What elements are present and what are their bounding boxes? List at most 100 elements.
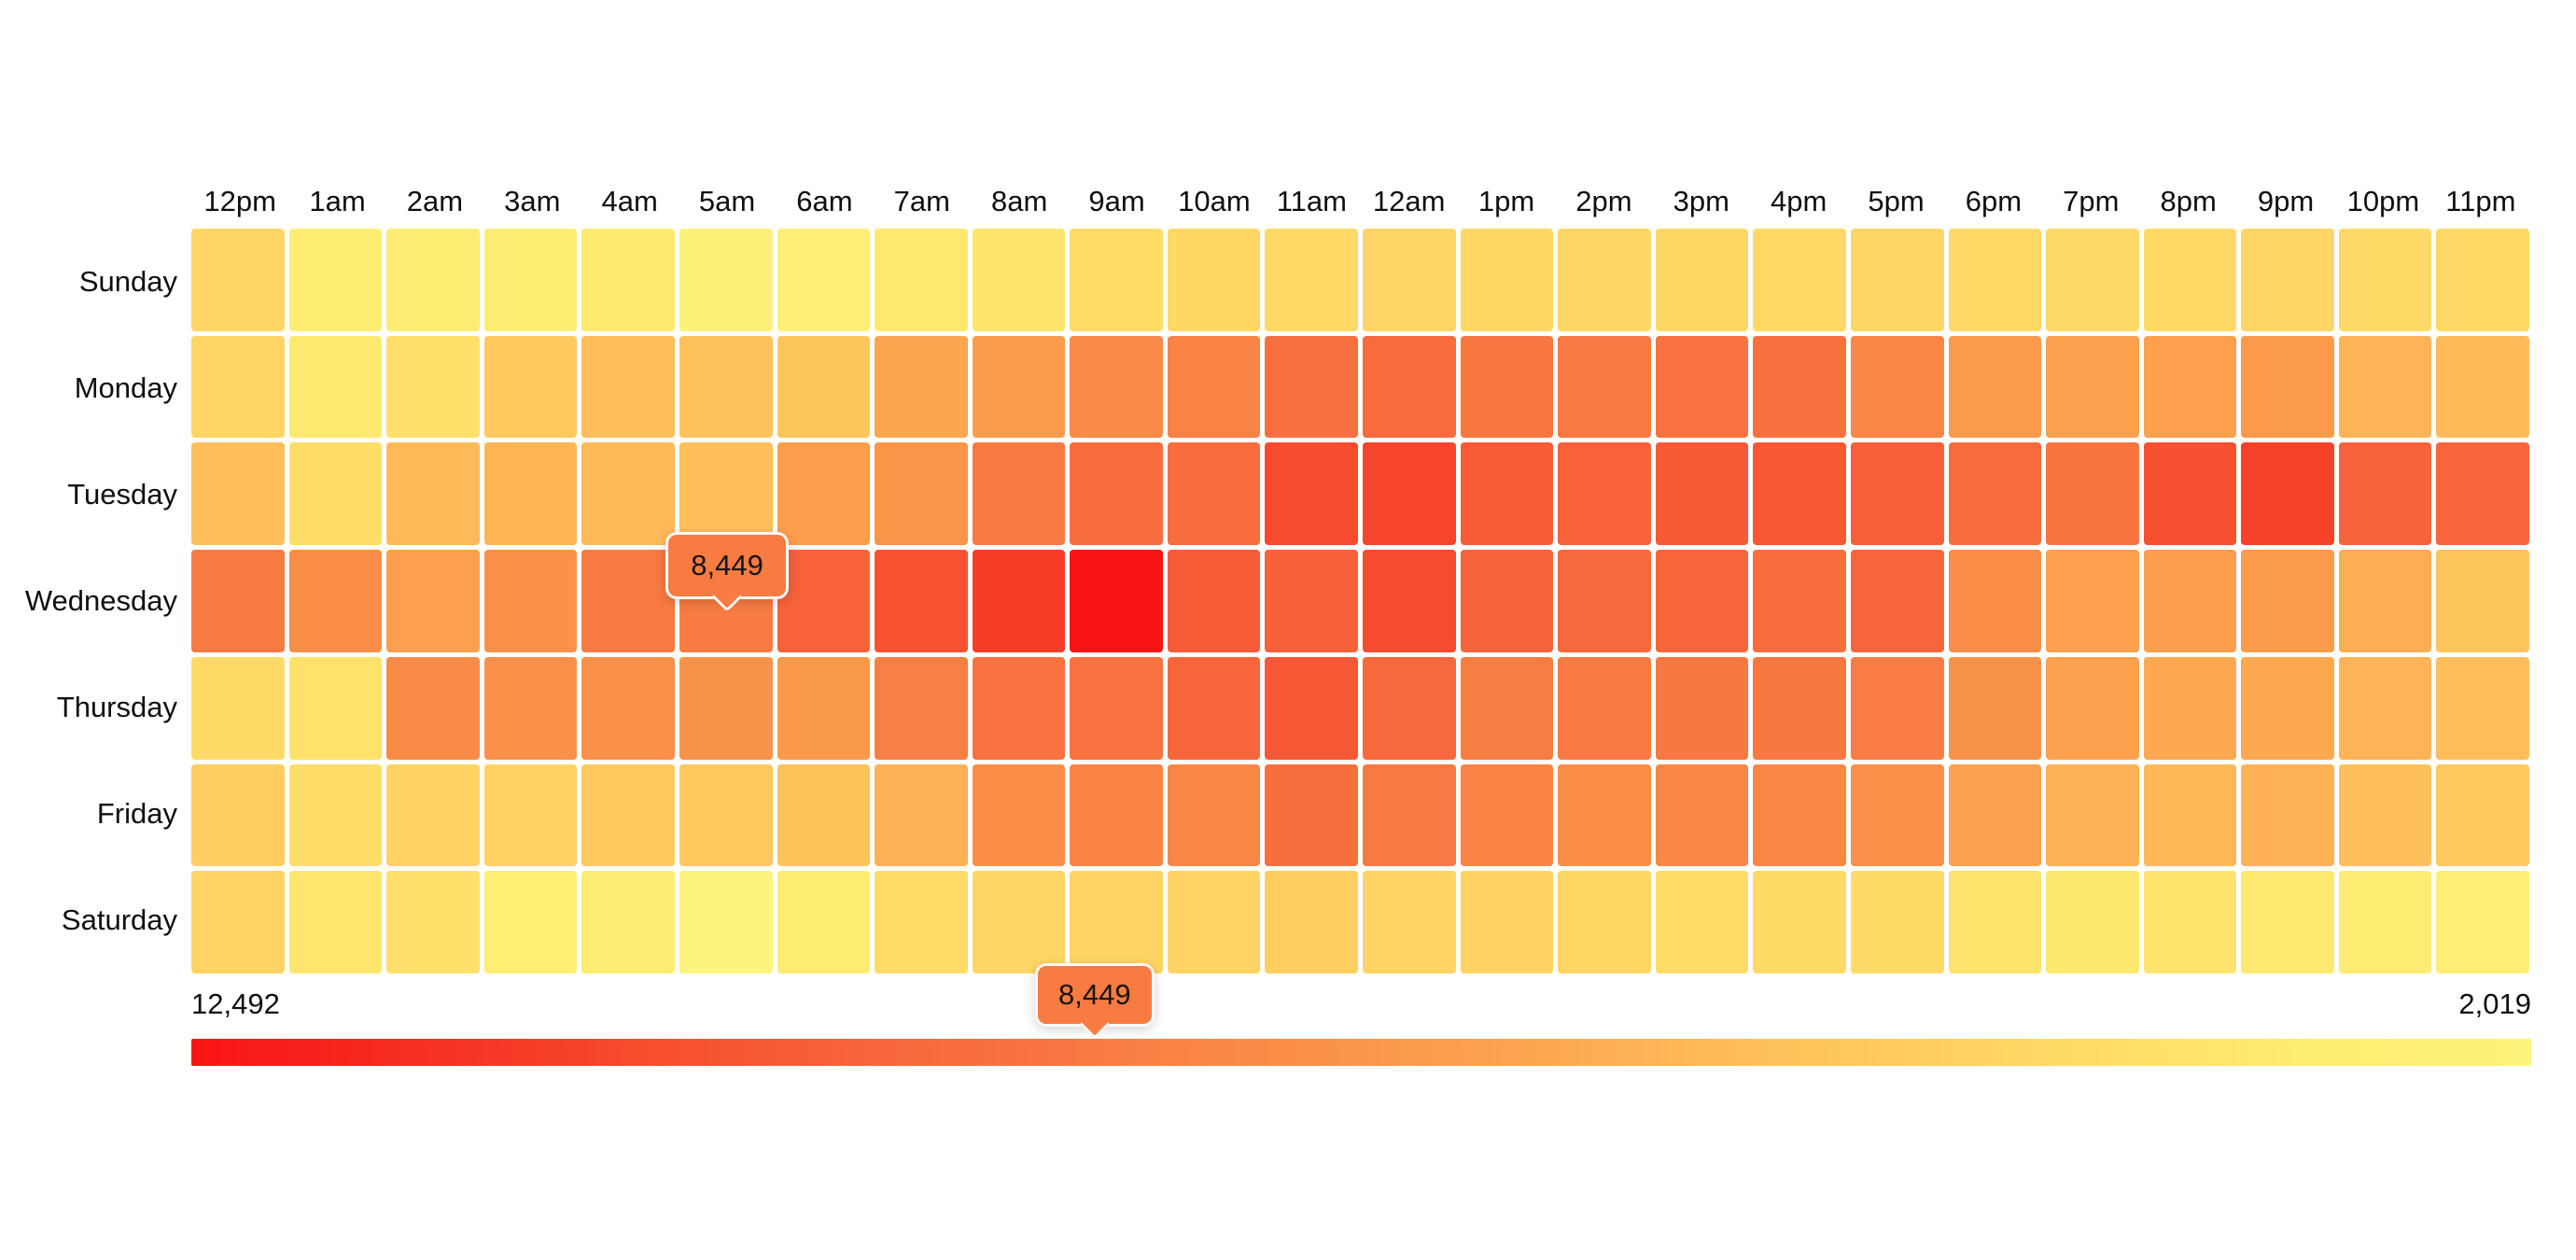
heatmap-cell[interactable]: [1655, 656, 1749, 760]
heatmap-cell[interactable]: [1363, 229, 1456, 331]
heatmap-cell[interactable]: [2241, 871, 2334, 973]
heatmap-cell[interactable]: [2338, 763, 2432, 867]
heatmap-cell[interactable]: [581, 656, 675, 760]
heatmap-cell[interactable]: [1558, 442, 1651, 546]
heatmap-cell[interactable]: [2143, 550, 2237, 652]
heatmap-cell[interactable]: [1753, 550, 1846, 652]
heatmap-cell[interactable]: [1070, 229, 1163, 331]
heatmap-cell[interactable]: [191, 442, 285, 546]
heatmap-cell[interactable]: [483, 229, 578, 331]
heatmap-cell[interactable]: [1850, 763, 1944, 867]
heatmap-cell[interactable]: [1265, 335, 1358, 439]
heatmap-cell[interactable]: [2436, 229, 2529, 331]
heatmap-cell[interactable]: [483, 442, 578, 546]
heatmap-cell[interactable]: [875, 335, 968, 439]
heatmap-cell[interactable]: [1070, 656, 1163, 760]
heatmap-cell[interactable]: [972, 871, 1066, 973]
heatmap-cell[interactable]: [1655, 335, 1749, 439]
heatmap-cell[interactable]: [2046, 442, 2139, 546]
heatmap-cell[interactable]: [483, 550, 578, 652]
heatmap-cell[interactable]: [581, 335, 675, 439]
heatmap-cell[interactable]: [191, 550, 285, 652]
heatmap-cell[interactable]: [581, 871, 675, 973]
heatmap-cell[interactable]: [875, 550, 968, 652]
heatmap-cell[interactable]: [2046, 871, 2139, 973]
heatmap-cell[interactable]: [972, 656, 1066, 760]
heatmap-cell[interactable]: [1558, 229, 1651, 331]
heatmap-cell[interactable]: [1265, 442, 1358, 546]
heatmap-cell[interactable]: [2338, 550, 2432, 652]
heatmap-cell[interactable]: [1460, 656, 1554, 760]
heatmap-cell[interactable]: [288, 656, 383, 760]
heatmap-cell[interactable]: [1363, 335, 1456, 439]
heatmap-cell[interactable]: [1363, 871, 1456, 973]
heatmap-cell[interactable]: [2143, 335, 2237, 439]
heatmap-cell[interactable]: [1363, 442, 1456, 546]
heatmap-cell[interactable]: [1070, 550, 1163, 652]
heatmap-cell[interactable]: [2143, 763, 2237, 867]
heatmap-cell[interactable]: [386, 335, 480, 439]
heatmap-cell[interactable]: [679, 335, 773, 439]
heatmap-cell[interactable]: [1265, 550, 1358, 652]
heatmap-cell[interactable]: [1655, 550, 1749, 652]
heatmap-cell[interactable]: [679, 763, 773, 867]
heatmap-cell[interactable]: [483, 656, 578, 760]
heatmap-cell[interactable]: [1850, 550, 1944, 652]
heatmap-cell[interactable]: [1753, 763, 1846, 867]
heatmap-cell[interactable]: [483, 763, 578, 867]
heatmap-cell[interactable]: [777, 550, 871, 652]
heatmap-cell[interactable]: [288, 442, 383, 546]
heatmap-cell[interactable]: [1655, 871, 1749, 973]
legend-gradient-bar[interactable]: [191, 1039, 2531, 1066]
heatmap-cell[interactable]: [679, 656, 773, 760]
heatmap-cell[interactable]: [875, 763, 968, 867]
heatmap-cell[interactable]: [581, 442, 675, 546]
heatmap-cell[interactable]: [1558, 550, 1651, 652]
heatmap-cell[interactable]: [1948, 550, 2042, 652]
heatmap-cell[interactable]: [1948, 335, 2042, 439]
heatmap-cell[interactable]: [386, 763, 480, 867]
heatmap-cell[interactable]: [288, 335, 383, 439]
heatmap-cell[interactable]: [386, 656, 480, 760]
heatmap-cell[interactable]: [2143, 229, 2237, 331]
heatmap-cell[interactable]: [972, 550, 1066, 652]
heatmap-cell[interactable]: [1558, 656, 1651, 760]
heatmap-cell[interactable]: [1070, 763, 1163, 867]
heatmap-cell[interactable]: [972, 442, 1066, 546]
heatmap-cell[interactable]: [1558, 871, 1651, 973]
heatmap-cell[interactable]: [483, 335, 578, 439]
heatmap-cell[interactable]: [1363, 656, 1456, 760]
heatmap-cell[interactable]: [2046, 229, 2139, 331]
heatmap-cell[interactable]: [2143, 871, 2237, 973]
heatmap-cell[interactable]: [875, 229, 968, 331]
heatmap-cell[interactable]: [1850, 442, 1944, 546]
heatmap-cell[interactable]: [1850, 871, 1944, 973]
heatmap-cell[interactable]: [2241, 335, 2334, 439]
heatmap-cell[interactable]: [1655, 442, 1749, 546]
heatmap-cell[interactable]: [1948, 763, 2042, 867]
heatmap-cell[interactable]: [288, 763, 383, 867]
heatmap-cell[interactable]: [1850, 229, 1944, 331]
heatmap-cell[interactable]: [1753, 871, 1846, 973]
heatmap-cell[interactable]: [2338, 656, 2432, 760]
heatmap-cell[interactable]: [2436, 442, 2529, 546]
heatmap-cell[interactable]: [288, 871, 383, 973]
heatmap-cell[interactable]: [1265, 229, 1358, 331]
heatmap-cell[interactable]: [2143, 656, 2237, 760]
heatmap-cell[interactable]: [191, 335, 285, 439]
heatmap-cell[interactable]: [483, 871, 578, 973]
heatmap-cell[interactable]: [1753, 442, 1846, 546]
heatmap-cell[interactable]: [2241, 550, 2334, 652]
heatmap-cell[interactable]: [191, 229, 285, 331]
heatmap-cell[interactable]: [581, 229, 675, 331]
heatmap-cell[interactable]: [1948, 871, 2042, 973]
heatmap-cell[interactable]: [1460, 550, 1554, 652]
heatmap-cell[interactable]: [1460, 763, 1554, 867]
heatmap-cell[interactable]: [1167, 442, 1261, 546]
heatmap-cell[interactable]: [1460, 229, 1554, 331]
heatmap-cell[interactable]: [2241, 763, 2334, 867]
heatmap-cell[interactable]: [679, 871, 773, 973]
heatmap-cell[interactable]: [2241, 442, 2334, 546]
heatmap-cell[interactable]: [2436, 871, 2529, 973]
heatmap-cell[interactable]: [386, 550, 480, 652]
